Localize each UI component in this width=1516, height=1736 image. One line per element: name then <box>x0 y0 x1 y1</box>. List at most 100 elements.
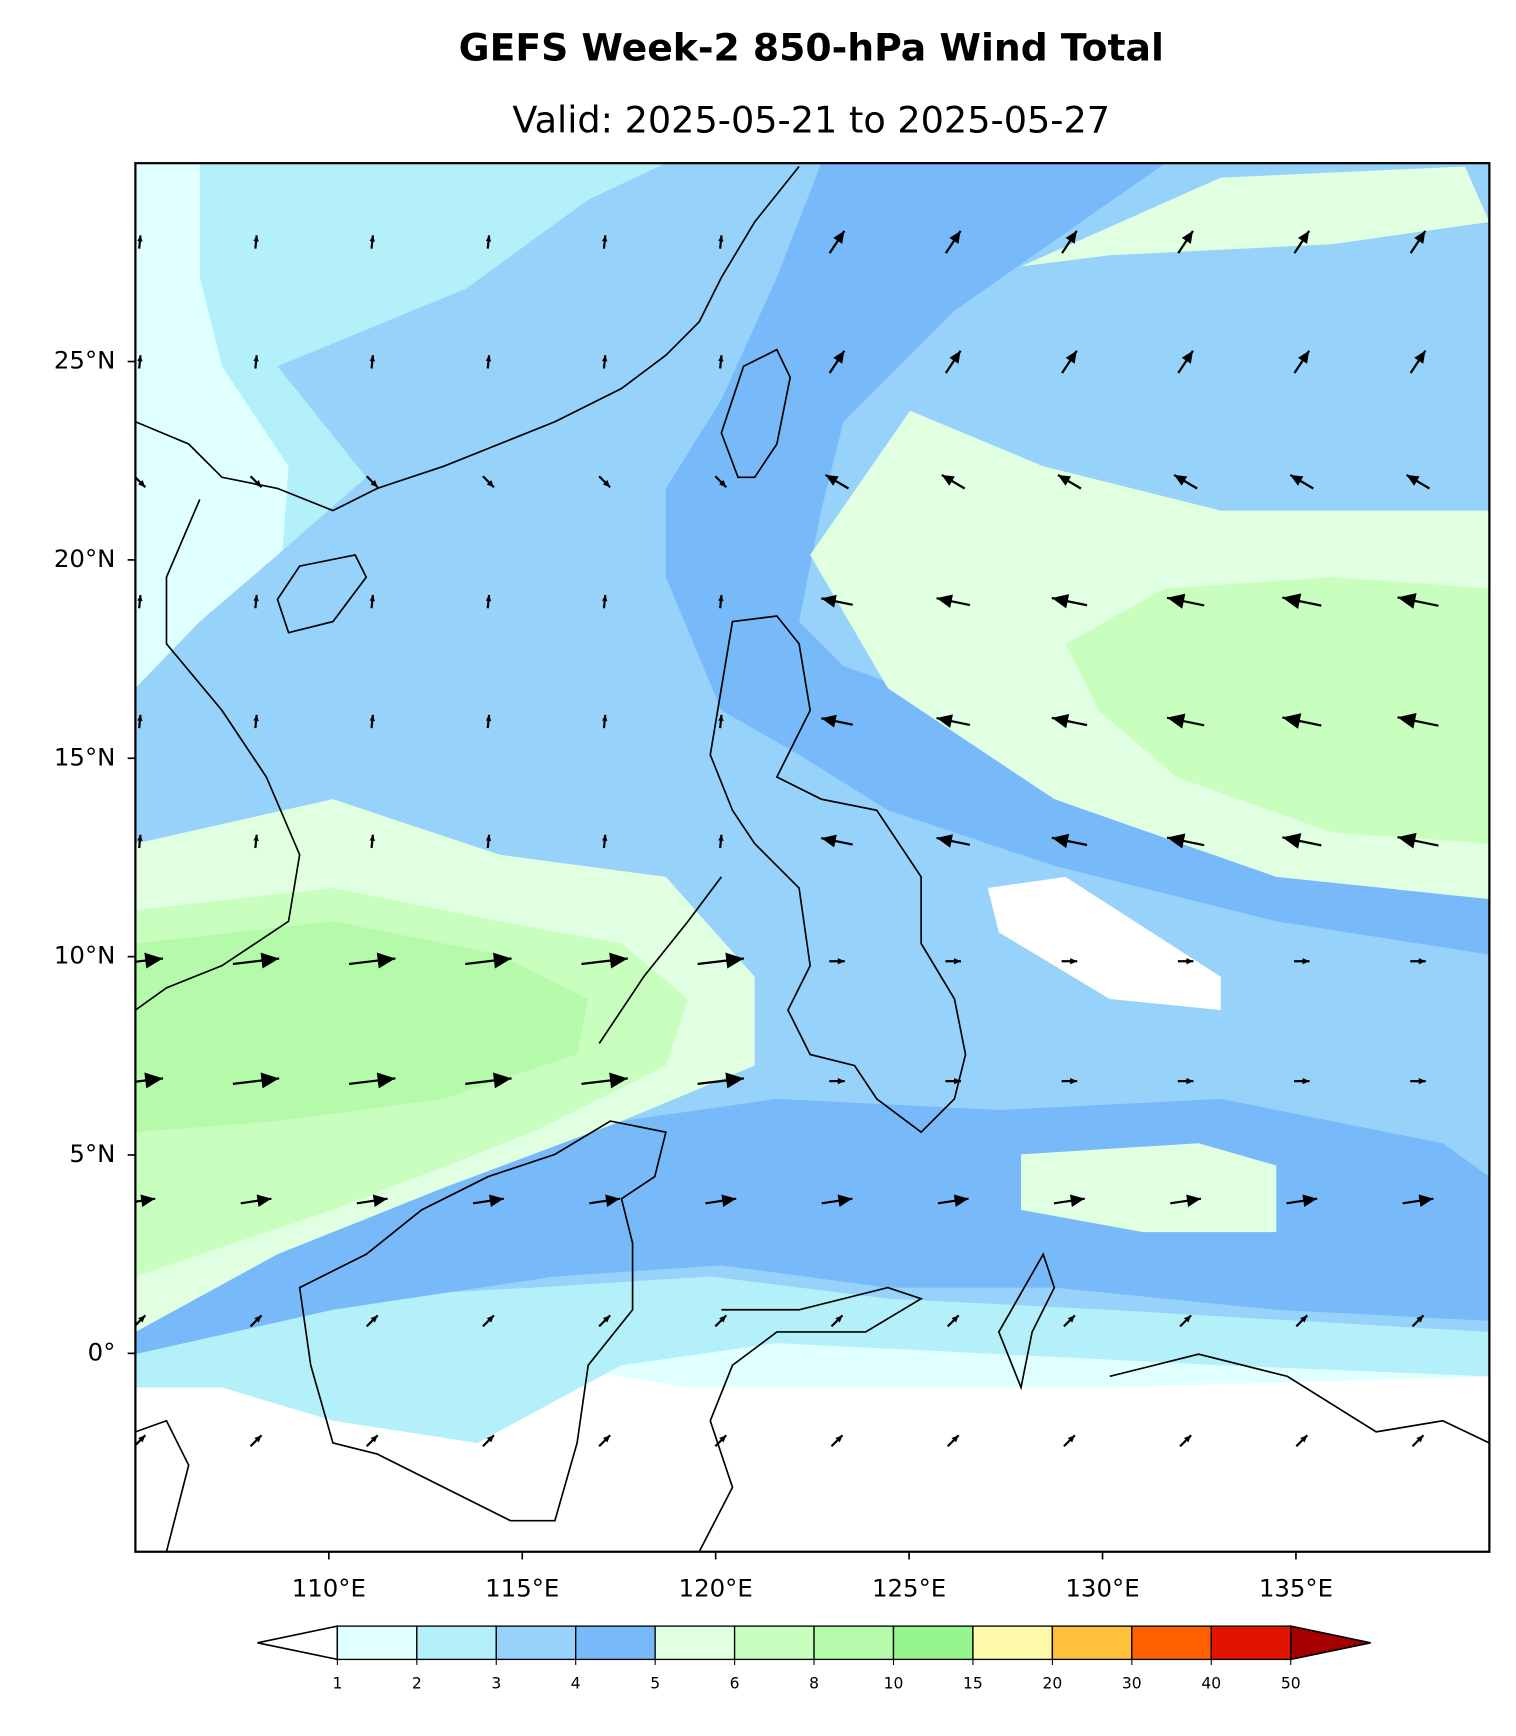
wind-arrow-head <box>485 235 492 242</box>
wind-arrow-head <box>137 714 143 722</box>
wind-arrow-head <box>137 235 143 242</box>
wind-arrow-head <box>833 350 845 364</box>
map-frame <box>134 162 1491 1553</box>
wind-arrow-head <box>492 1072 512 1089</box>
wind-arrow-head <box>837 1194 853 1207</box>
field-calm <box>987 876 1221 1011</box>
colorbar-swatch <box>654 1625 736 1661</box>
wind-arrow-head <box>1051 594 1070 609</box>
wind-arrow-shaft <box>948 1555 959 1566</box>
wind-arrow-head <box>602 834 608 841</box>
field-band <box>1021 1143 1277 1233</box>
wind-arrow-head <box>370 480 378 488</box>
wind-arrow-head <box>137 834 143 841</box>
wind-arrow-head <box>137 594 143 602</box>
wind-arrow-head <box>1282 713 1302 729</box>
wind-arrow-head <box>719 480 727 488</box>
wind-arrow-head <box>725 1072 744 1089</box>
wind-arrow-head <box>1184 1555 1191 1562</box>
wind-arrow-head <box>1065 350 1077 364</box>
wind-arrow-head <box>489 1194 504 1207</box>
wind-arrow-shaft <box>715 1555 726 1566</box>
wind-arrow-head <box>821 834 837 848</box>
coastlines <box>135 165 1490 1552</box>
wind-arrow-head <box>1290 474 1304 486</box>
x-tick-label: 110°E <box>292 1573 366 1602</box>
wind-arrow-head <box>1406 474 1420 486</box>
wind-arrow-head <box>1416 1315 1424 1323</box>
wind-arrow-head <box>602 480 611 488</box>
wind-arrow-head <box>260 952 280 969</box>
wind-arrow-head <box>718 714 724 722</box>
wind-vectors <box>134 230 1439 1566</box>
wind-arrow-shaft <box>1413 1555 1424 1566</box>
wind-arrow-head <box>485 714 492 722</box>
wind-arrow-head <box>144 952 163 969</box>
wind-arrow-head <box>253 714 259 722</box>
wind-arrow-head <box>138 480 146 488</box>
wind-arrow-head <box>1298 230 1310 244</box>
wind-arrow-head <box>953 1077 961 1085</box>
colorbar-label: 20 <box>1043 1674 1063 1692</box>
x-tick-label: 130°E <box>1065 1573 1139 1602</box>
wind-arrow-head <box>1300 1435 1308 1443</box>
wind-arrow-head <box>1167 593 1186 609</box>
wind-arrow-head <box>602 594 608 602</box>
wind-arrow-shaft <box>1064 1555 1075 1566</box>
wind-arrow-head <box>719 1555 726 1562</box>
wind-arrow-head <box>1282 833 1302 849</box>
wind-arrow-head <box>260 1072 280 1089</box>
colorbar-swatch <box>416 1625 497 1661</box>
wind-arrow-head <box>1418 1194 1434 1207</box>
wind-arrow-head <box>1174 474 1188 486</box>
wind-arrow-head <box>1397 832 1417 849</box>
wind-arrow-head <box>492 952 512 969</box>
wind-arrow-head <box>486 1315 494 1323</box>
y-tick-label: 15°N <box>54 742 116 771</box>
wind-arrow-head <box>725 952 744 969</box>
field-band <box>665 163 1490 955</box>
wind-arrow-head <box>719 1435 727 1443</box>
wind-arrow-shaft <box>1296 1555 1307 1566</box>
x-tick-label: 115°E <box>485 1573 559 1602</box>
wind-arrow-head <box>1067 1315 1075 1323</box>
x-tick-label: 135°E <box>1259 1573 1333 1602</box>
y-tick-label: 20°N <box>54 544 116 573</box>
subtitle: Valid: 2025-05-21 to 2025-05-27 <box>512 99 1110 142</box>
wind-arrow-head <box>936 834 953 848</box>
colorbar-over <box>1289 1625 1371 1661</box>
wind-arrow-head <box>718 235 724 242</box>
wind-arrow-head <box>1298 350 1310 364</box>
wind-arrow-shaft <box>367 1555 378 1566</box>
colorbar-label: 10 <box>884 1674 904 1692</box>
wind-arrow-head <box>376 952 396 969</box>
wind-arrow-head <box>1186 1077 1194 1085</box>
wind-arrow-head <box>602 355 608 362</box>
wind-arrow-head <box>602 714 608 722</box>
wind-arrow-head <box>253 834 259 841</box>
wind-arrow-head <box>1186 1194 1201 1207</box>
colorbar-swatch <box>813 1625 895 1661</box>
colorbar-swatch <box>972 1625 1054 1661</box>
y-tick-label: 0° <box>88 1337 116 1366</box>
wind-arrow-head <box>949 230 961 244</box>
wind-arrow-head <box>1282 593 1302 609</box>
wind-arrow-shaft <box>251 1555 262 1566</box>
x-tick-label: 125°E <box>872 1573 946 1602</box>
wind-arrow-head <box>485 355 492 362</box>
wind-arrow-head <box>254 1555 261 1562</box>
wind-arrow-shaft <box>134 1555 145 1566</box>
wind-arrow-head <box>718 594 724 602</box>
wind-arrow-head <box>254 1315 262 1323</box>
wind-arrow-head <box>1057 474 1071 486</box>
wind-arrow-head <box>369 834 375 841</box>
wind-arrow-head <box>602 235 608 242</box>
wind-arrow-head <box>609 952 628 969</box>
wind-arrow-head <box>253 594 259 602</box>
wind-arrow-head <box>486 1435 494 1443</box>
wind-arrow-head <box>485 834 492 841</box>
wind-arrow-head <box>1065 230 1077 244</box>
wind-arrow-head <box>1070 1077 1078 1085</box>
